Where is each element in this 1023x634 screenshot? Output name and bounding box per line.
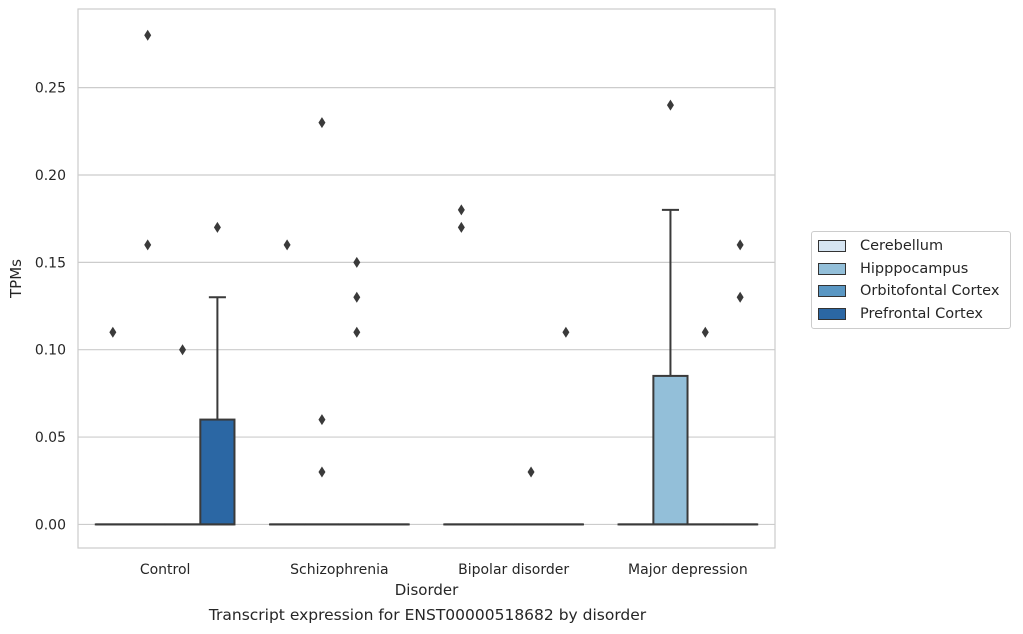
outlier-point (213, 221, 221, 233)
legend-label: Orbitofontal Cortex (860, 283, 1000, 300)
outlier-point (562, 326, 570, 338)
outlier-points (109, 29, 744, 478)
outlier-point (736, 291, 744, 303)
legend-label: Cerebellum (860, 238, 944, 255)
y-tick-labels: 0.00 0.05 0.10 0.15 0.20 0.25 (35, 81, 66, 534)
legend-swatch (818, 262, 846, 275)
y-axis-label: TPMs (7, 259, 25, 299)
y-tick-label: 0.05 (35, 430, 66, 446)
box-body (652, 374, 689, 526)
outlier-point (701, 326, 709, 338)
legend-item: Orbitofontal Cortex (818, 280, 1010, 303)
outlier-point (318, 117, 326, 129)
legend-swatch (818, 240, 846, 253)
outlier-point (736, 239, 744, 251)
outlier-point (144, 239, 152, 251)
legend-swatch (818, 307, 846, 320)
legend-item: Cerebellum (818, 235, 1010, 258)
y-tick-label: 0.00 (35, 517, 66, 533)
outlier-point (527, 466, 535, 478)
box-hipppocampus (652, 208, 689, 526)
legend-item: Hipppocampus (818, 258, 1010, 281)
legend-swatch (818, 285, 846, 298)
outlier-point (179, 344, 187, 356)
x-tick-label: Major depression (628, 562, 748, 578)
legend-label: Prefrontal Cortex (860, 305, 983, 322)
outlier-point (353, 291, 361, 303)
outlier-point (144, 29, 152, 41)
outlier-point (283, 239, 291, 251)
x-tick-label: Bipolar disorder (458, 562, 569, 578)
x-tick-label: Control (140, 562, 191, 578)
x-axis-label: Disorder (395, 581, 459, 599)
y-tick-label: 0.25 (35, 81, 66, 97)
box-prefrontal-cortex (199, 296, 236, 526)
y-tick-label: 0.10 (35, 343, 66, 359)
outlier-point (457, 204, 465, 216)
outlier-point (353, 256, 361, 268)
outlier-point (318, 466, 326, 478)
x-tick-label: Schizophrenia (290, 562, 388, 578)
box-body (199, 418, 236, 526)
x-tick-labels: Control Schizophrenia Bipolar disorder Majo… (140, 562, 748, 578)
y-tick-label: 0.15 (35, 255, 66, 271)
plot-frame (77, 8, 776, 549)
box-plot-boxes (94, 208, 759, 526)
outlier-point (457, 221, 465, 233)
chart-caption: Transcript expression for ENST0000051868… (208, 606, 647, 624)
legend-item: Prefrontal Cortex (818, 303, 1010, 326)
outlier-point (353, 326, 361, 338)
y-tick-label: 0.20 (35, 168, 66, 184)
outlier-point (666, 99, 674, 111)
outlier-point (109, 326, 117, 338)
outlier-point (318, 414, 326, 426)
legend: Cerebellum Hipppocampus Orbitofontal Corte… (811, 231, 1011, 329)
legend-label: Hipppocampus (860, 260, 969, 277)
